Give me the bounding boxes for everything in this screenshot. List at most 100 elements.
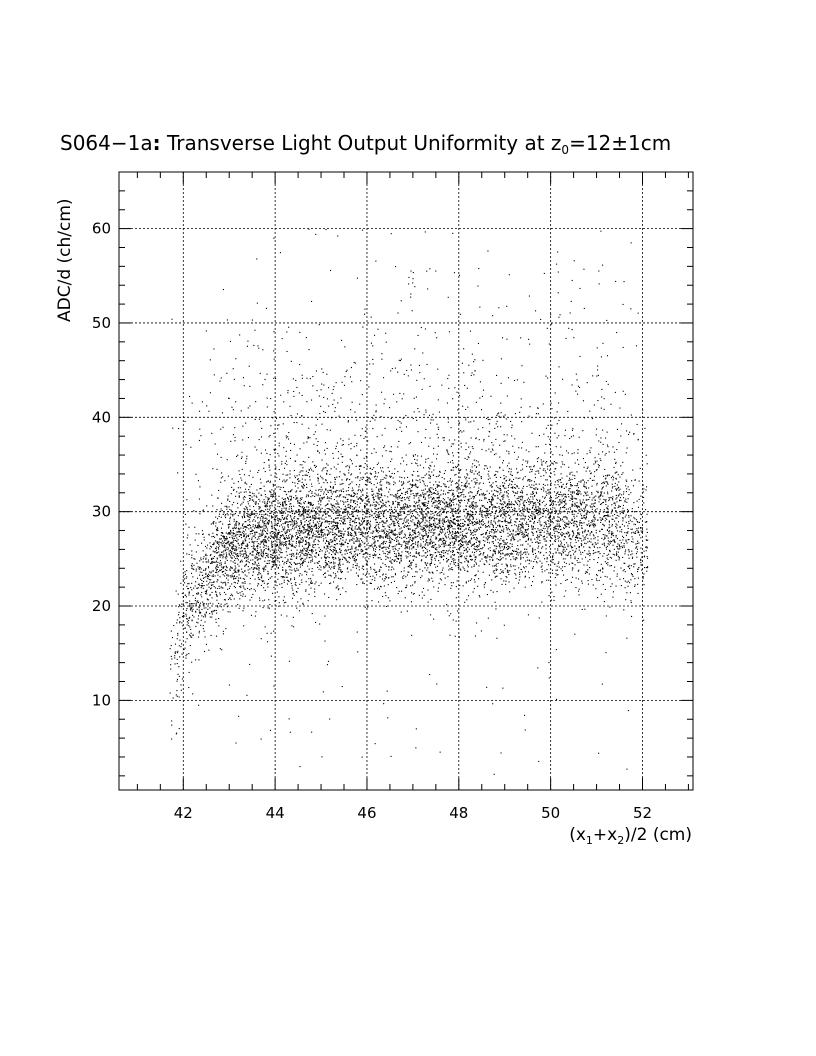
data-point <box>353 554 355 556</box>
data-point <box>362 582 364 584</box>
data-point <box>582 479 584 481</box>
data-point <box>229 575 231 577</box>
data-point <box>416 552 418 554</box>
data-point <box>583 546 585 548</box>
data-point <box>433 519 435 521</box>
data-point <box>453 495 455 497</box>
data-point <box>238 715 240 717</box>
data-point <box>202 561 204 563</box>
data-point <box>233 537 235 539</box>
data-point <box>209 607 211 609</box>
data-point <box>644 427 646 429</box>
data-point <box>318 514 320 516</box>
data-point <box>397 490 399 492</box>
data-point <box>474 370 476 372</box>
data-point <box>197 577 199 579</box>
data-point <box>296 524 298 526</box>
data-point <box>253 513 255 515</box>
data-point <box>395 537 397 539</box>
data-point <box>301 377 303 379</box>
data-point <box>534 558 536 560</box>
data-point <box>373 414 375 416</box>
data-point <box>203 616 205 618</box>
data-point <box>277 557 279 559</box>
data-point <box>424 493 426 495</box>
data-point <box>318 554 320 556</box>
data-point <box>561 511 563 513</box>
data-point <box>535 504 537 506</box>
data-point <box>218 489 220 491</box>
data-point <box>290 572 292 574</box>
data-point <box>595 551 597 553</box>
data-point <box>394 522 396 524</box>
data-point <box>320 530 322 532</box>
data-point <box>241 503 243 505</box>
data-point <box>274 543 276 545</box>
data-point <box>253 588 255 590</box>
data-point <box>287 529 289 531</box>
data-point <box>600 493 602 495</box>
data-point <box>238 544 240 546</box>
data-point <box>412 555 414 557</box>
data-point <box>426 542 428 544</box>
data-point <box>198 607 200 609</box>
data-point <box>500 491 502 493</box>
data-point <box>423 502 425 504</box>
data-point <box>389 476 391 478</box>
data-point <box>608 497 610 499</box>
data-point <box>496 575 498 577</box>
data-point <box>357 511 359 513</box>
data-point <box>254 548 256 550</box>
data-point <box>407 519 409 521</box>
data-point <box>318 525 320 527</box>
data-point <box>265 520 267 522</box>
data-point <box>204 636 206 638</box>
data-point <box>311 509 313 511</box>
data-point <box>268 509 270 511</box>
data-point <box>302 475 304 477</box>
data-point <box>398 502 400 504</box>
data-point <box>348 512 350 514</box>
data-point <box>207 599 209 601</box>
data-point <box>215 516 217 518</box>
data-point <box>361 532 363 534</box>
data-point <box>368 501 370 503</box>
data-point <box>563 546 565 548</box>
data-point <box>621 510 623 512</box>
data-point <box>455 532 457 534</box>
data-point <box>363 466 365 468</box>
data-point <box>585 517 587 519</box>
data-point <box>283 579 285 581</box>
data-point <box>307 436 309 438</box>
data-point <box>425 428 427 430</box>
data-point <box>586 564 588 566</box>
data-point <box>432 572 434 574</box>
data-point <box>477 461 479 463</box>
data-point <box>300 520 302 522</box>
data-point <box>553 599 555 601</box>
data-point <box>297 536 299 538</box>
data-point <box>217 542 219 544</box>
data-point <box>594 460 596 462</box>
data-point <box>417 541 419 543</box>
data-point <box>246 575 248 577</box>
data-point <box>271 561 273 563</box>
data-point <box>304 474 306 476</box>
data-point <box>579 501 581 503</box>
data-point <box>271 542 273 544</box>
data-point <box>207 577 209 579</box>
data-point <box>266 518 268 520</box>
data-point <box>555 573 557 575</box>
data-point <box>607 508 609 510</box>
data-point <box>436 458 438 460</box>
data-point <box>589 410 591 412</box>
data-point <box>429 268 431 270</box>
data-point <box>597 597 599 599</box>
data-point <box>469 453 471 455</box>
data-point <box>516 502 518 504</box>
data-point <box>510 520 512 522</box>
data-point <box>371 543 373 545</box>
data-point <box>366 562 368 564</box>
data-point <box>215 590 217 592</box>
data-point <box>203 577 205 579</box>
